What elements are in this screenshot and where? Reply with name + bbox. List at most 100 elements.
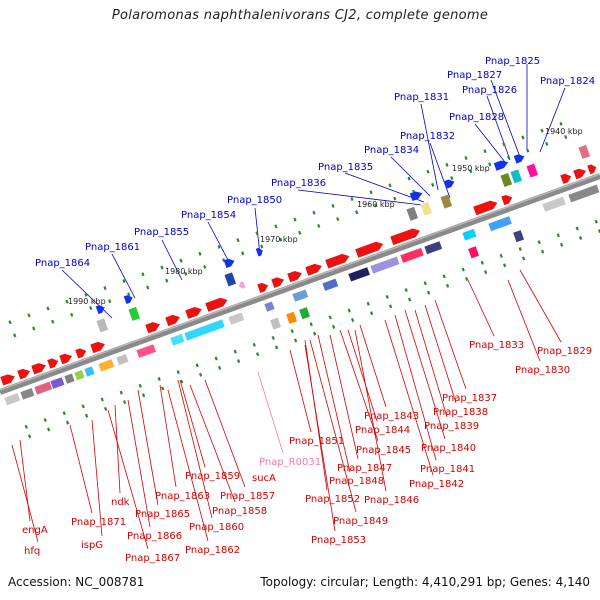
gene-label-pnap-1858[interactable]: Pnap_1858 — [212, 506, 267, 517]
gene-label-pnap-1844[interactable]: Pnap_1844 — [355, 425, 410, 436]
scale-tick — [236, 359, 241, 364]
leader-line — [474, 123, 506, 163]
gene-label-pnap-1871[interactable]: Pnap_1871 — [71, 517, 126, 528]
gene-label-engA[interactable]: engA — [22, 525, 48, 536]
gene-label-pnap-1836[interactable]: Pnap_1836 — [271, 178, 326, 189]
gene-label-pnap-1829[interactable]: Pnap_1829 — [537, 346, 592, 357]
gene-label-pnap-1832[interactable]: Pnap_1832 — [400, 131, 455, 142]
gene-label-pnap-1824[interactable]: Pnap_1824 — [540, 76, 595, 87]
gene-label-pnap-1862[interactable]: Pnap_1862 — [185, 545, 240, 556]
gene-label-pnap-r0031[interactable]: Pnap_R0031 — [259, 457, 321, 468]
leader-line — [329, 334, 359, 460]
scale-tick — [369, 190, 373, 195]
gene-label-pnap-1830[interactable]: Pnap_1830 — [515, 365, 570, 376]
kbp-1970: 1970 kbp — [260, 235, 298, 244]
gene-label-pnap-1840[interactable]: Pnap_1840 — [421, 443, 476, 454]
leader-line — [420, 103, 439, 191]
scale-tick — [27, 313, 31, 318]
scale-tick — [537, 240, 541, 245]
gene-label-pnap-1852[interactable]: Pnap_1852 — [305, 494, 360, 505]
scale-tick — [252, 342, 256, 347]
scale-tick — [312, 210, 316, 215]
gene-label-pnap-1831[interactable]: Pnap_1831 — [394, 92, 449, 103]
forward-gene — [185, 307, 202, 319]
scale-tick — [464, 276, 469, 281]
forward-gene — [390, 228, 421, 246]
scale-tick — [43, 418, 47, 423]
scale-tick — [160, 386, 165, 391]
reverse-gene — [264, 301, 275, 312]
forward-gene — [75, 348, 87, 359]
scale-tick — [502, 142, 506, 147]
gene-label-pnap-1825[interactable]: Pnap_1825 — [485, 56, 540, 67]
scale-tick — [502, 263, 507, 268]
scale-tick — [274, 224, 278, 229]
scale-tick — [309, 322, 313, 327]
gene-label-pnap-1837[interactable]: Pnap_1837 — [442, 393, 497, 404]
gene-label-pnap-1853[interactable]: Pnap_1853 — [311, 535, 366, 546]
gene-marker — [406, 206, 419, 221]
scale-tick — [184, 271, 188, 276]
gene-label-pnap-1846[interactable]: Pnap_1846 — [364, 495, 419, 506]
gene-label-pnap-1861[interactable]: Pnap_1861 — [85, 242, 140, 253]
reverse-marker — [513, 230, 525, 243]
gene-label-pnap-1841[interactable]: Pnap_1841 — [420, 464, 475, 475]
gene-label-pnap-1864[interactable]: Pnap_1864 — [35, 258, 90, 269]
gene-label-pnap-1857[interactable]: Pnap_1857 — [220, 491, 275, 502]
scale-tick — [195, 363, 199, 368]
gene-label-pnap-1866[interactable]: Pnap_1866 — [127, 531, 182, 542]
gene-label-pnap-1859[interactable]: Pnap_1859 — [185, 471, 240, 482]
gene-label-ispG[interactable]: ispG — [81, 540, 103, 551]
gene-label-hfq[interactable]: hfq — [24, 546, 40, 557]
scale-tick — [165, 278, 169, 283]
gene-label-pnap-1848[interactable]: Pnap_1848 — [329, 476, 384, 487]
gene-label-pnap-1851[interactable]: Pnap_1851 — [289, 436, 344, 447]
forward-small-gene — [255, 247, 263, 257]
gene-label-pnap-1863[interactable]: Pnap_1863 — [155, 491, 210, 502]
gene-label-pnap-1849[interactable]: Pnap_1849 — [333, 516, 388, 527]
gene-label-pnap-1854[interactable]: Pnap_1854 — [181, 210, 236, 221]
gene-label-pnap-1843[interactable]: Pnap_1843 — [364, 411, 419, 422]
scale-tick — [483, 149, 487, 154]
scale-tick — [65, 299, 69, 304]
leader-line — [429, 142, 451, 199]
leader-line — [289, 349, 312, 433]
gene-label-sucA[interactable]: sucA — [252, 473, 276, 484]
gene-label-pnap-1833[interactable]: Pnap_1833 — [469, 340, 524, 351]
scale-tick — [328, 315, 332, 320]
scale-tick — [236, 238, 240, 243]
gene-marker — [578, 144, 591, 159]
gene-label-pnap-1865[interactable]: Pnap_1865 — [135, 509, 190, 520]
gene-label-pnap-1855[interactable]: Pnap_1855 — [134, 227, 189, 238]
gene-label-pnap-1839[interactable]: Pnap_1839 — [424, 421, 479, 432]
scale-tick — [559, 121, 563, 126]
gene-label-pnap-1835[interactable]: Pnap_1835 — [318, 162, 373, 173]
gene-label-pnap-1828[interactable]: Pnap_1828 — [449, 112, 504, 123]
leader-line — [507, 279, 541, 362]
leader-line — [317, 334, 351, 473]
gene-label-pnap-1826[interactable]: Pnap_1826 — [462, 85, 517, 96]
reverse-marker — [299, 307, 311, 320]
scale-tick — [521, 135, 525, 140]
gene-label-pnap-1847[interactable]: Pnap_1847 — [337, 463, 392, 474]
gene-label-pnap-1860[interactable]: Pnap_1860 — [189, 522, 244, 533]
scale-tick — [350, 197, 354, 202]
gene-label-pnap-1845[interactable]: Pnap_1845 — [356, 445, 411, 456]
scale-tick — [545, 141, 549, 146]
gene-label-pnap-1834[interactable]: Pnap_1834 — [364, 145, 419, 156]
scale-tick — [388, 304, 393, 309]
scale-tick — [203, 264, 207, 269]
scale-tick — [13, 333, 17, 338]
scale-tick — [32, 326, 36, 331]
leader-line — [414, 309, 448, 418]
scale-tick — [407, 176, 411, 181]
gene-label-pnap-1827[interactable]: Pnap_1827 — [447, 70, 502, 81]
gene-label-pnap-1850[interactable]: Pnap_1850 — [227, 195, 282, 206]
leader-line — [11, 444, 39, 543]
gene-label-pnap-1867[interactable]: Pnap_1867 — [125, 553, 180, 564]
scale-tick — [65, 420, 70, 425]
gene-label-pnap-1842[interactable]: Pnap_1842 — [409, 479, 464, 490]
gene-label-ndk[interactable]: ndk — [111, 497, 130, 508]
reverse-marker — [270, 317, 282, 330]
gene-label-pnap-1838[interactable]: Pnap_1838 — [433, 407, 488, 418]
